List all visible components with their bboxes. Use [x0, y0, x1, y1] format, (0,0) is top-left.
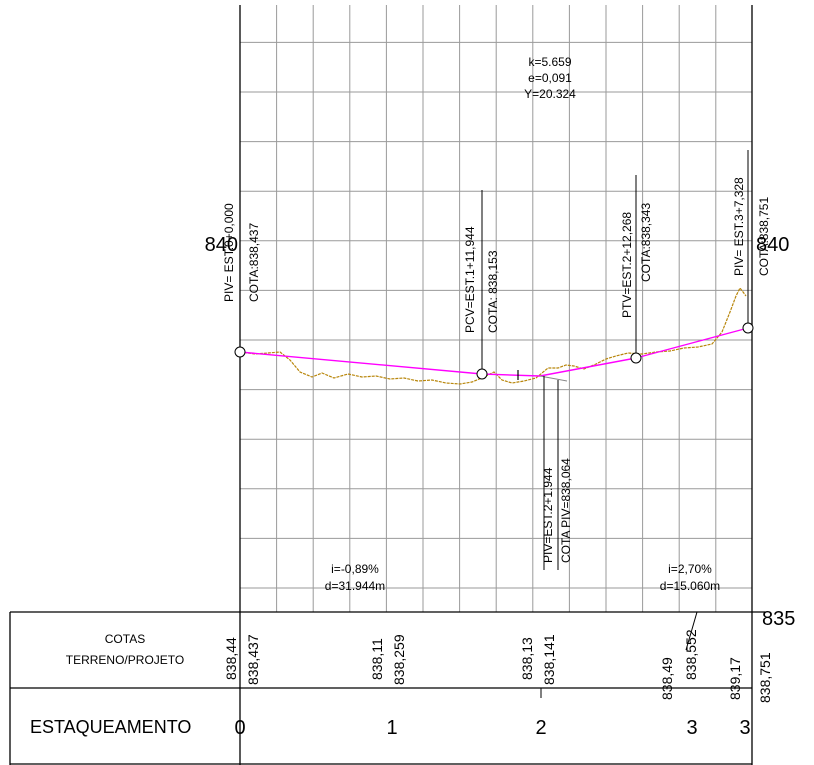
cota-projeto-value: 838,141 — [541, 634, 557, 685]
cota-terreno-value: 838,11 — [369, 638, 385, 680]
k-parameter: k=5.659 — [528, 55, 571, 69]
pcv-station: PCV=EST.1+11,944 — [463, 226, 477, 333]
cotas-header-line1: COTAS — [105, 632, 145, 646]
cota-terreno-value: 838,49 — [659, 657, 675, 700]
slope-1-grade: i=-0,89% — [331, 562, 379, 576]
station-label: 2 — [535, 717, 546, 739]
piv-end-station: PIV= EST.3+7,328 — [732, 177, 746, 276]
e-parameter: e=0,091 — [528, 71, 572, 85]
station-label: 0 — [234, 717, 245, 739]
terrain-profile-line — [239, 286, 747, 385]
station-label: 3 — [686, 717, 697, 739]
y-parameter: Y=20.324 — [524, 87, 576, 101]
cota-terreno-value: 838,13 — [519, 637, 535, 680]
piv-start-marker — [234, 346, 246, 358]
profile-frame — [9, 5, 765, 765]
station-label: 3 — [739, 717, 750, 739]
estaqueamento-header: ESTAQUEAMENTO — [30, 717, 191, 737]
cotas-values: 838,44 838,437 838,11 838,259 838,13 838,141 8… — [223, 629, 773, 703]
station-labels: 0 1 2 3 3 — [234, 717, 750, 739]
ptv-station: PTV=EST.2+12,268 — [620, 212, 634, 318]
leader-lines — [239, 150, 749, 698]
cota-projeto-value: 838,259 — [391, 634, 407, 685]
piv-end-elevation: COTA:838,751 — [757, 197, 771, 276]
pcv-marker — [476, 368, 488, 380]
station-label: 1 — [386, 717, 397, 739]
pcv-elevation: COTA: 838,153 — [486, 250, 500, 333]
slope-2-length: d=15.060m — [660, 579, 720, 593]
slope-1-length: d=31.944m — [325, 579, 385, 593]
cota-terreno-value: 839,17 — [727, 657, 743, 700]
elevation-840-right: 840 — [756, 234, 789, 256]
piv-mid-elevation: COTA PIV=838,064 — [559, 458, 573, 563]
project-grade-line — [239, 327, 749, 377]
cota-projeto-value: 838,437 — [245, 634, 261, 685]
control-points — [234, 322, 754, 380]
elevation-835-right: 835 — [762, 608, 795, 630]
ptv-elevation: COTA:838,343 — [639, 203, 653, 282]
elevation-840-left: 840 — [205, 234, 238, 256]
slope-2-grade: i=2,70% — [668, 562, 712, 576]
ptv-marker — [630, 352, 642, 364]
cotas-header-line2: TERRENO/PROJETO — [66, 653, 184, 667]
piv-start-station: PIV= EST.0+0,000 — [222, 203, 236, 302]
piv-mid-station: PIV=EST.2+1.944 — [541, 467, 555, 563]
cota-terreno-value: 838,44 — [223, 637, 239, 680]
cota-projeto-value: 838,552 — [683, 629, 699, 680]
piv-start-elevation: COTA:838,437 — [247, 223, 261, 302]
piv-end-marker — [742, 322, 754, 334]
cota-projeto-value: 838,751 — [757, 652, 773, 703]
profile-grid — [240, 5, 752, 612]
